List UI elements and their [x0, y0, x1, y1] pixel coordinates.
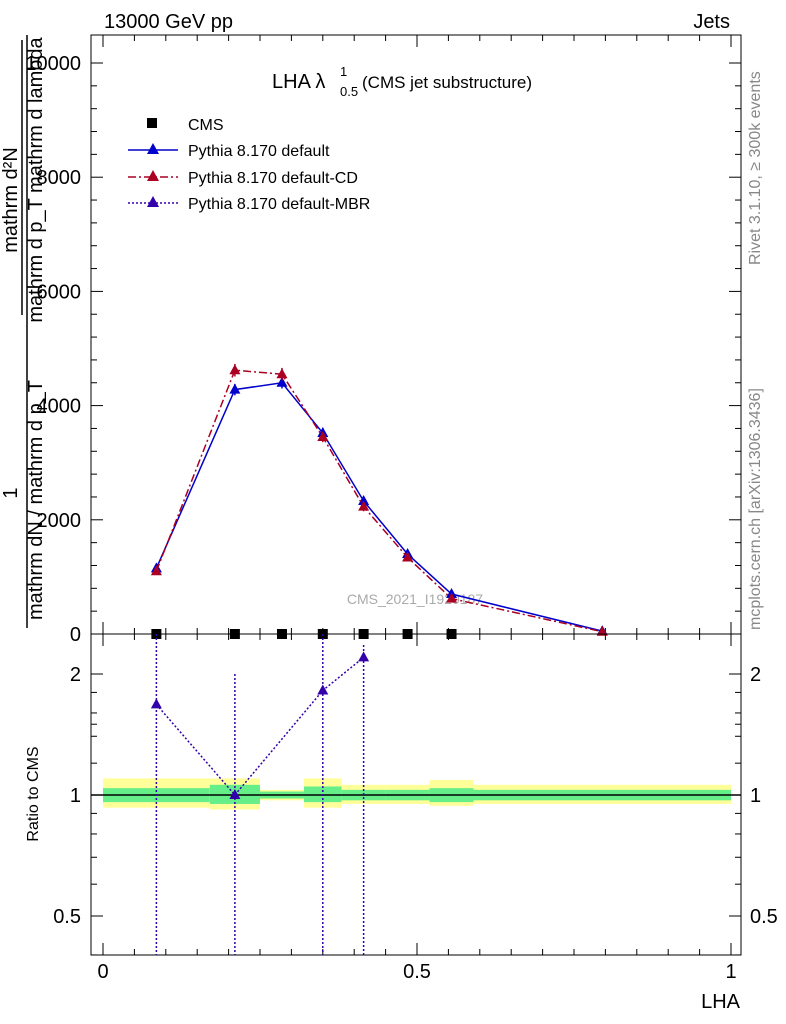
ratio-bands	[103, 778, 731, 810]
legend-cms-label: CMS	[188, 117, 224, 134]
x-tick-label: 0.5	[403, 961, 431, 983]
watermark: CMS_2021_I1920187	[347, 591, 483, 607]
legend-mbr-marker	[147, 196, 159, 207]
ratio-y-ticks: 0.5 0.5 1 1 2 2	[53, 664, 778, 956]
data-point-marker	[150, 565, 162, 576]
legend: CMS Pythia 8.170 default Pythia 8.170 de…	[128, 117, 370, 213]
ratio-series-line	[155, 656, 365, 797]
data-point-marker	[229, 383, 241, 394]
y-label-frac-den: mathrm d p_T mathrm d lambda	[25, 36, 47, 322]
legend-cd-label: Pythia 8.170 default-CD	[188, 170, 358, 187]
ratio-series	[150, 634, 370, 955]
main-y-tick-label: 6000	[37, 281, 82, 303]
ratio-point-marker	[317, 684, 329, 695]
main-y-tick-label: 0	[70, 624, 81, 646]
side-text-top: Rivet 3.1.10, ≥ 300k events	[747, 71, 764, 265]
data-point-marker	[229, 364, 241, 375]
data-point-marker	[276, 376, 288, 387]
ratio-y-tick-label-right: 2	[750, 664, 761, 686]
main-y-tick-label: 2000	[37, 510, 82, 532]
legend-default-marker	[147, 143, 159, 154]
data-point-marker	[446, 592, 458, 603]
data-point-marker	[276, 368, 288, 379]
y-label-frac-num: mathrm d²N	[0, 147, 22, 253]
title-sup: 1	[340, 64, 347, 79]
title-sub: 0.5	[340, 84, 358, 99]
ratio-point-marker	[229, 789, 241, 799]
data-point-marker	[358, 500, 370, 511]
y-label-den: mathrm dN / mathrm d p_T	[25, 380, 47, 620]
data-point-marker	[358, 494, 370, 505]
legend-cms-marker	[147, 118, 157, 128]
ratio-y-label: Ratio to CMS	[25, 746, 42, 841]
ratio-x-ticks: 0 0.5 1	[97, 634, 737, 983]
legend-cd-marker	[147, 170, 159, 181]
ratio-y-tick-label: 2	[70, 664, 81, 686]
legend-mbr-label: Pythia 8.170 default-MBR	[188, 196, 370, 213]
data-point-marker	[402, 551, 414, 562]
ratio-y-tick-label: 1	[70, 785, 81, 807]
main-y-tick-label: 8000	[37, 167, 82, 189]
data-point-marker	[596, 625, 608, 636]
x-tick-label: 0	[97, 961, 108, 983]
ratio-y-tick-label: 0.5	[53, 906, 81, 928]
header-left: 13000 GeV pp	[104, 11, 233, 33]
ratio-point-marker	[150, 698, 162, 709]
ratio-y-tick-label-right: 1	[750, 785, 761, 807]
series-line-1	[155, 381, 603, 632]
x-axis-label: LHA	[701, 991, 741, 1013]
y-axis-label: 1 mathrm d²N mathrm d p_T mathrm d lambd…	[0, 35, 47, 628]
ratio-y-tick-label-right: 0.5	[750, 906, 778, 928]
ratio-point-marker	[358, 651, 370, 662]
main-y-ticks: 0 2000 4000 6000 8000 10000	[25, 53, 741, 646]
title-rest: (CMS jet substructure)	[362, 73, 532, 92]
x-tick-label: 1	[725, 961, 736, 983]
data-point-marker	[317, 431, 329, 442]
main-y-tick-label: 10000	[25, 53, 81, 75]
side-text-bottom: mcplots.cern.ch [arXiv:1306.3436]	[747, 388, 764, 630]
plot-title: LHA λ 1 0.5 (CMS jet substructure)	[272, 64, 532, 99]
main-y-tick-label: 4000	[37, 396, 82, 418]
title-main: LHA λ	[272, 71, 325, 93]
legend-default-label: Pythia 8.170 default	[188, 143, 330, 160]
y-label-one: 1	[0, 487, 22, 498]
header-right: Jets	[693, 11, 730, 33]
